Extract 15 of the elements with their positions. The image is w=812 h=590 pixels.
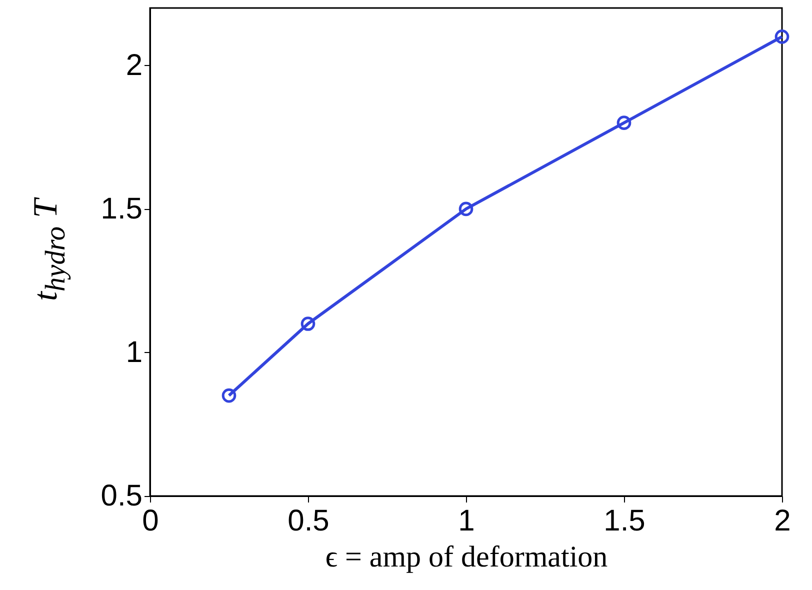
point bbox=[222, 388, 236, 403]
point bbox=[774, 30, 790, 44]
x-tick-label: 1 bbox=[458, 504, 475, 538]
point bbox=[616, 116, 632, 130]
y-tick-label: 0.5 bbox=[100, 480, 142, 512]
y-tick-label: 2 bbox=[126, 48, 142, 82]
point bbox=[458, 202, 474, 216]
x-tick-label: 0.5 bbox=[288, 504, 330, 538]
x-tick-label: 2 bbox=[774, 504, 791, 538]
x-axis-title: ϵ = amp of deformation bbox=[325, 540, 608, 574]
x-tick-label: 1.5 bbox=[604, 504, 646, 538]
point bbox=[300, 316, 316, 331]
x-tick-label: 0 bbox=[142, 504, 159, 538]
y-tick-label: 1 bbox=[126, 336, 142, 369]
y-tick-label: 1.5 bbox=[100, 192, 142, 226]
